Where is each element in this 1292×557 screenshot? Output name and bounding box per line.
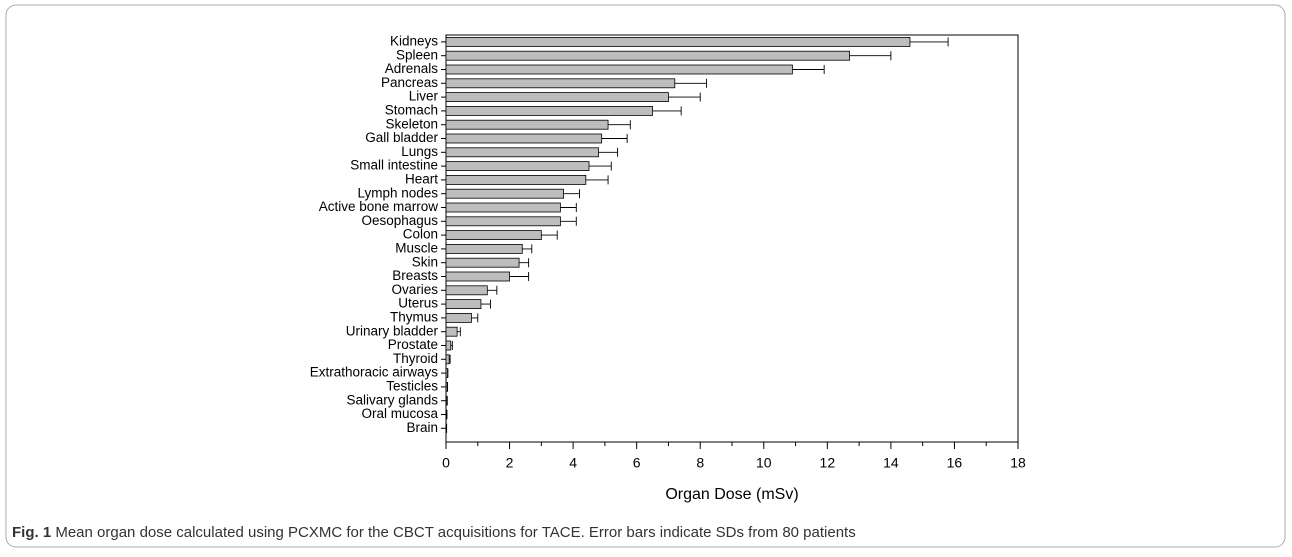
y-tick-label: Thyroid <box>393 351 438 366</box>
bar <box>446 175 586 184</box>
bar <box>446 396 447 405</box>
x-tick-label: 14 <box>883 455 899 471</box>
bar <box>446 189 564 198</box>
caption-text: Mean organ dose calculated using PCXMC f… <box>55 524 855 541</box>
x-tick-label: 0 <box>442 455 450 471</box>
x-tick-label: 8 <box>696 455 704 471</box>
error-bar <box>608 120 630 129</box>
bar <box>446 134 602 143</box>
bar <box>446 300 481 309</box>
y-tick-label: Ovaries <box>391 282 438 297</box>
error-bar <box>560 217 576 226</box>
x-tick-label: 2 <box>506 455 514 471</box>
bar <box>446 286 487 295</box>
y-tick-label: Thymus <box>390 309 438 324</box>
y-tick-label: Salivary glands <box>346 392 438 407</box>
y-tick-label: Skin <box>412 254 438 269</box>
x-tick-label: 6 <box>633 455 641 471</box>
bar <box>446 313 471 322</box>
y-tick-label: Prostate <box>388 337 438 352</box>
error-bar <box>589 162 611 171</box>
bar <box>446 217 560 226</box>
x-tick-label: 10 <box>756 455 772 471</box>
error-bar <box>910 37 948 46</box>
bar <box>446 79 675 88</box>
error-bar <box>487 286 497 295</box>
y-tick-label: Uterus <box>398 296 438 311</box>
y-tick-label: Breasts <box>392 268 438 283</box>
error-bar <box>792 65 824 74</box>
y-tick-label: Colon <box>403 227 438 242</box>
error-bar <box>522 244 532 253</box>
bar <box>446 65 792 74</box>
bar <box>446 272 510 281</box>
bar <box>446 106 653 115</box>
bar <box>446 231 541 240</box>
y-tick-label: Spleen <box>396 47 438 62</box>
y-tick-label: Adrenals <box>385 61 439 76</box>
y-tick-label: Skeleton <box>385 116 438 131</box>
x-tick-label: 16 <box>947 455 963 471</box>
y-tick-label: Brain <box>406 420 438 435</box>
bar <box>446 341 451 350</box>
bar <box>446 51 850 60</box>
bar <box>446 369 448 378</box>
y-tick-label: Oral mucosa <box>361 406 438 421</box>
y-tick-label: Oesophagus <box>361 213 438 228</box>
bar <box>446 162 589 171</box>
y-tick-label: Pancreas <box>381 75 438 90</box>
y-tick-label: Muscle <box>395 240 438 255</box>
error-bar <box>457 327 460 336</box>
y-tick-label: Kidneys <box>390 33 438 48</box>
bar <box>446 93 668 102</box>
y-tick-label: Small intestine <box>350 158 438 173</box>
y-tick-label: Urinary bladder <box>346 323 439 338</box>
bar <box>446 355 449 364</box>
error-bar <box>653 106 682 115</box>
y-tick-label: Heart <box>405 171 438 186</box>
bar <box>446 203 560 212</box>
error-bar <box>564 189 580 198</box>
bar <box>446 327 457 336</box>
bar <box>446 244 522 253</box>
y-tick-label: Lungs <box>401 144 438 159</box>
error-bar <box>510 272 529 281</box>
y-tick-label: Liver <box>409 89 439 104</box>
bar <box>446 258 519 267</box>
y-tick-label: Lymph nodes <box>357 185 438 200</box>
error-bar <box>519 258 529 267</box>
error-bar <box>481 300 491 309</box>
error-bar <box>471 313 477 322</box>
error-bar <box>602 134 627 143</box>
bar <box>446 148 599 157</box>
x-tick-label: 12 <box>820 455 836 471</box>
y-tick-label: Gall bladder <box>365 130 438 145</box>
bar <box>446 382 447 391</box>
x-tick-label: 4 <box>569 455 577 471</box>
y-tick-label: Extrathoracic airways <box>310 365 439 380</box>
bar <box>446 37 910 46</box>
error-bar <box>541 231 557 240</box>
error-bar <box>675 79 707 88</box>
x-tick-label: 18 <box>1010 455 1026 471</box>
x-axis-title: Organ Dose (mSv) <box>665 486 798 503</box>
error-bar <box>599 148 618 157</box>
y-tick-label: Stomach <box>385 102 438 117</box>
error-bar <box>560 203 576 212</box>
caption: Fig. 1 Mean organ dose calculated using … <box>12 524 856 541</box>
y-tick-label: Testicles <box>386 378 438 393</box>
caption-label: Fig. 1 <box>12 524 51 541</box>
error-bar <box>668 93 700 102</box>
y-tick-label: Active bone marrow <box>319 199 439 214</box>
error-bar <box>850 51 891 60</box>
bar <box>446 120 608 129</box>
error-bar <box>586 175 608 184</box>
